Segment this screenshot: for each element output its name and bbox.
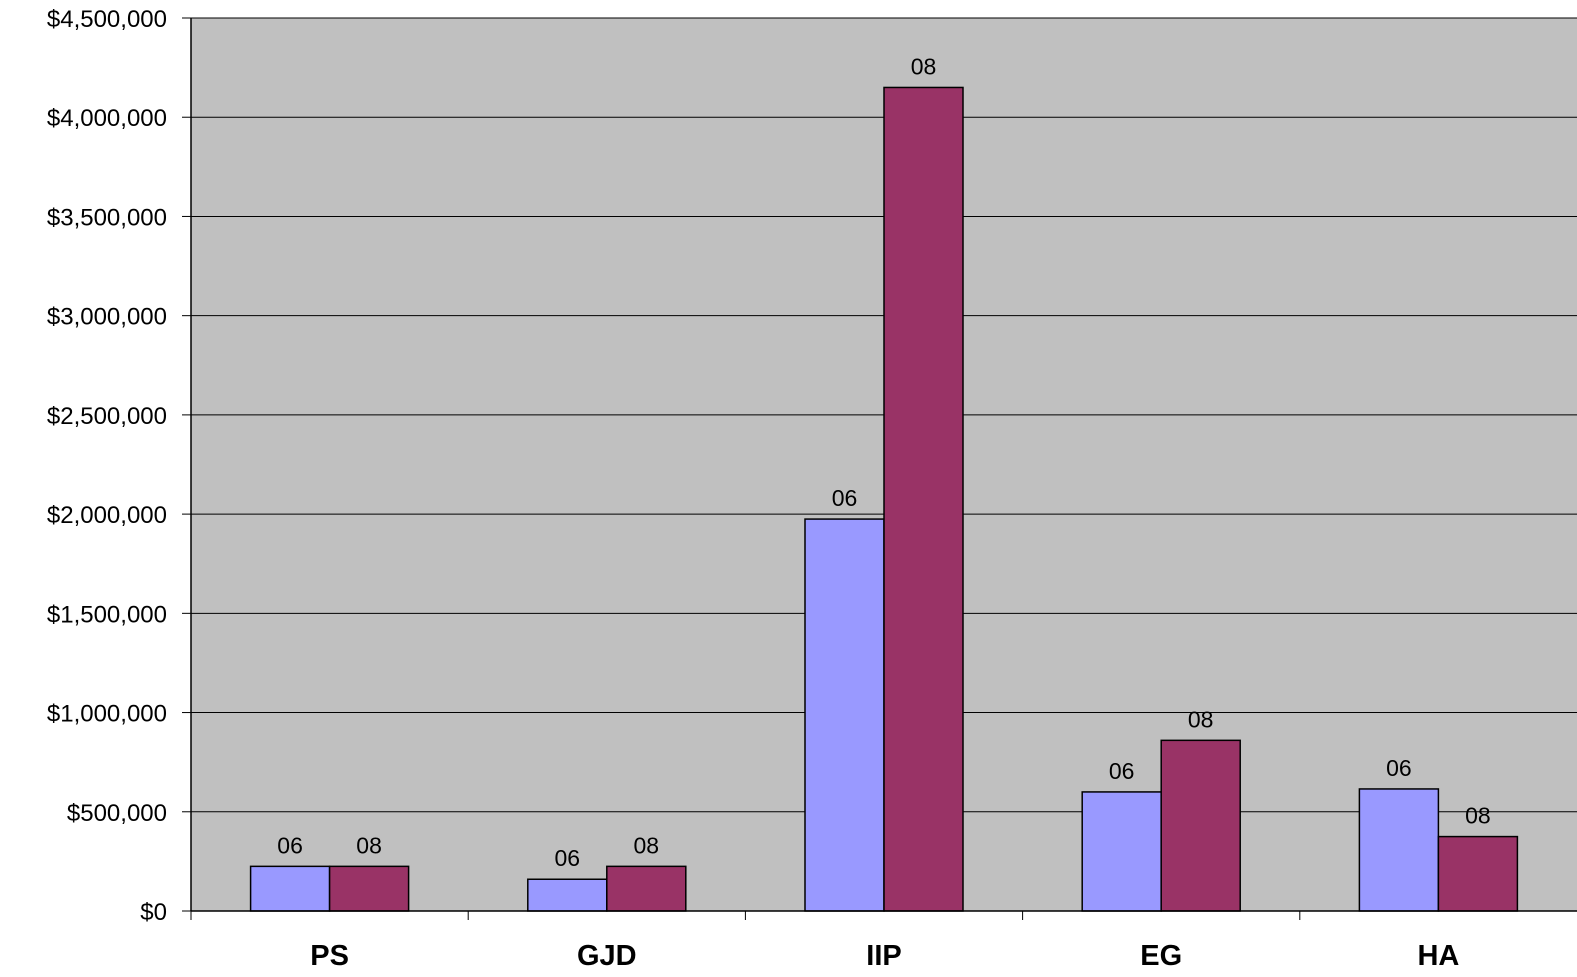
bar-gjd-08 bbox=[606, 865, 687, 912]
bar-ha-08 bbox=[1437, 835, 1519, 912]
data-label: 06 bbox=[832, 485, 858, 511]
x-axis-ticks bbox=[190, 911, 1301, 920]
x-axis-category-labels: PS GJD IIP EG HA bbox=[310, 940, 1459, 972]
bar-ps-08 bbox=[328, 865, 410, 912]
x-category-label: PS bbox=[310, 940, 349, 972]
y-tick-label: $3,000,000 bbox=[47, 304, 167, 331]
y-tick-label: $2,500,000 bbox=[47, 403, 167, 430]
bar-iip-08 bbox=[883, 86, 964, 912]
x-category-label: GJD bbox=[577, 940, 637, 972]
data-label: 06 bbox=[1386, 755, 1412, 781]
data-label: 08 bbox=[356, 832, 382, 858]
x-category-label: HA bbox=[1417, 940, 1459, 972]
y-tick-label: $3,500,000 bbox=[47, 204, 167, 231]
bar-ps-06 bbox=[249, 865, 331, 912]
data-labels: 06 08 06 08 06 08 06 08 06 08 bbox=[277, 53, 1490, 871]
y-tick-label: $4,500,000 bbox=[47, 6, 167, 33]
data-label: 08 bbox=[1465, 803, 1491, 829]
y-tick-label: $1,500,000 bbox=[47, 601, 167, 628]
data-label: 08 bbox=[634, 832, 660, 858]
y-tick-label: $500,000 bbox=[67, 800, 167, 827]
data-label: 08 bbox=[911, 53, 937, 79]
bar-eg-08 bbox=[1160, 739, 1241, 912]
data-label: 06 bbox=[1109, 758, 1135, 784]
x-category-label: IIP bbox=[866, 940, 901, 972]
data-label: 08 bbox=[1188, 706, 1214, 732]
bar-eg-06 bbox=[1081, 791, 1162, 912]
y-tick-label: $4,000,000 bbox=[47, 105, 167, 132]
bar-ha-06 bbox=[1358, 788, 1440, 912]
data-label: 06 bbox=[555, 845, 581, 871]
y-tick-label: $0 bbox=[140, 899, 167, 926]
y-tick-label: $1,000,000 bbox=[47, 701, 167, 728]
bar-gjd-06 bbox=[527, 878, 608, 912]
y-tick-label: $2,000,000 bbox=[47, 502, 167, 529]
bars bbox=[249, 86, 1519, 912]
y-axis-tick-labels: $0 $500,000 $1,000,000 $1,500,000 $2,000,000… bbox=[47, 6, 167, 926]
x-category-label: EG bbox=[1140, 940, 1182, 972]
bar-iip-06 bbox=[804, 518, 885, 912]
data-label: 06 bbox=[277, 832, 303, 858]
